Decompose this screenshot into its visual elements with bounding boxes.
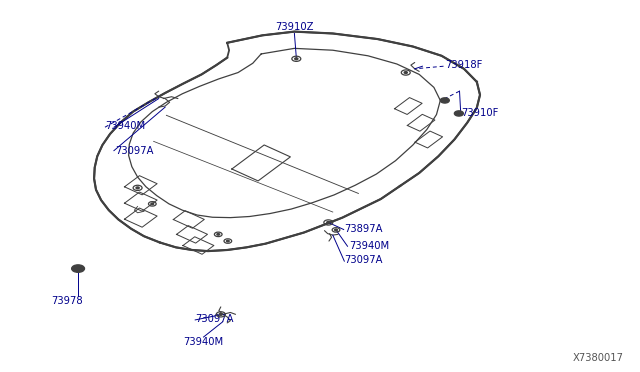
Circle shape bbox=[151, 203, 154, 205]
Circle shape bbox=[454, 111, 463, 116]
Text: 73910F: 73910F bbox=[461, 109, 498, 118]
Text: 73097A: 73097A bbox=[115, 146, 154, 155]
Text: 73097A: 73097A bbox=[195, 314, 234, 324]
Text: 73940M: 73940M bbox=[106, 122, 146, 131]
Text: 73918F: 73918F bbox=[445, 60, 482, 70]
Circle shape bbox=[327, 222, 330, 223]
Text: X7380017: X7380017 bbox=[573, 353, 624, 363]
Circle shape bbox=[440, 98, 449, 103]
Circle shape bbox=[220, 314, 222, 315]
Text: 73940M: 73940M bbox=[349, 241, 389, 250]
Circle shape bbox=[404, 72, 407, 73]
Circle shape bbox=[217, 234, 220, 235]
Text: 73897A: 73897A bbox=[344, 224, 383, 234]
Text: 73978: 73978 bbox=[51, 296, 83, 306]
Circle shape bbox=[295, 58, 298, 60]
Circle shape bbox=[72, 265, 84, 272]
Circle shape bbox=[335, 229, 337, 231]
Circle shape bbox=[227, 240, 229, 242]
Circle shape bbox=[136, 187, 139, 189]
Text: 73097A: 73097A bbox=[344, 256, 383, 265]
Text: 73910Z: 73910Z bbox=[275, 22, 314, 32]
Text: 73940M: 73940M bbox=[184, 337, 223, 347]
